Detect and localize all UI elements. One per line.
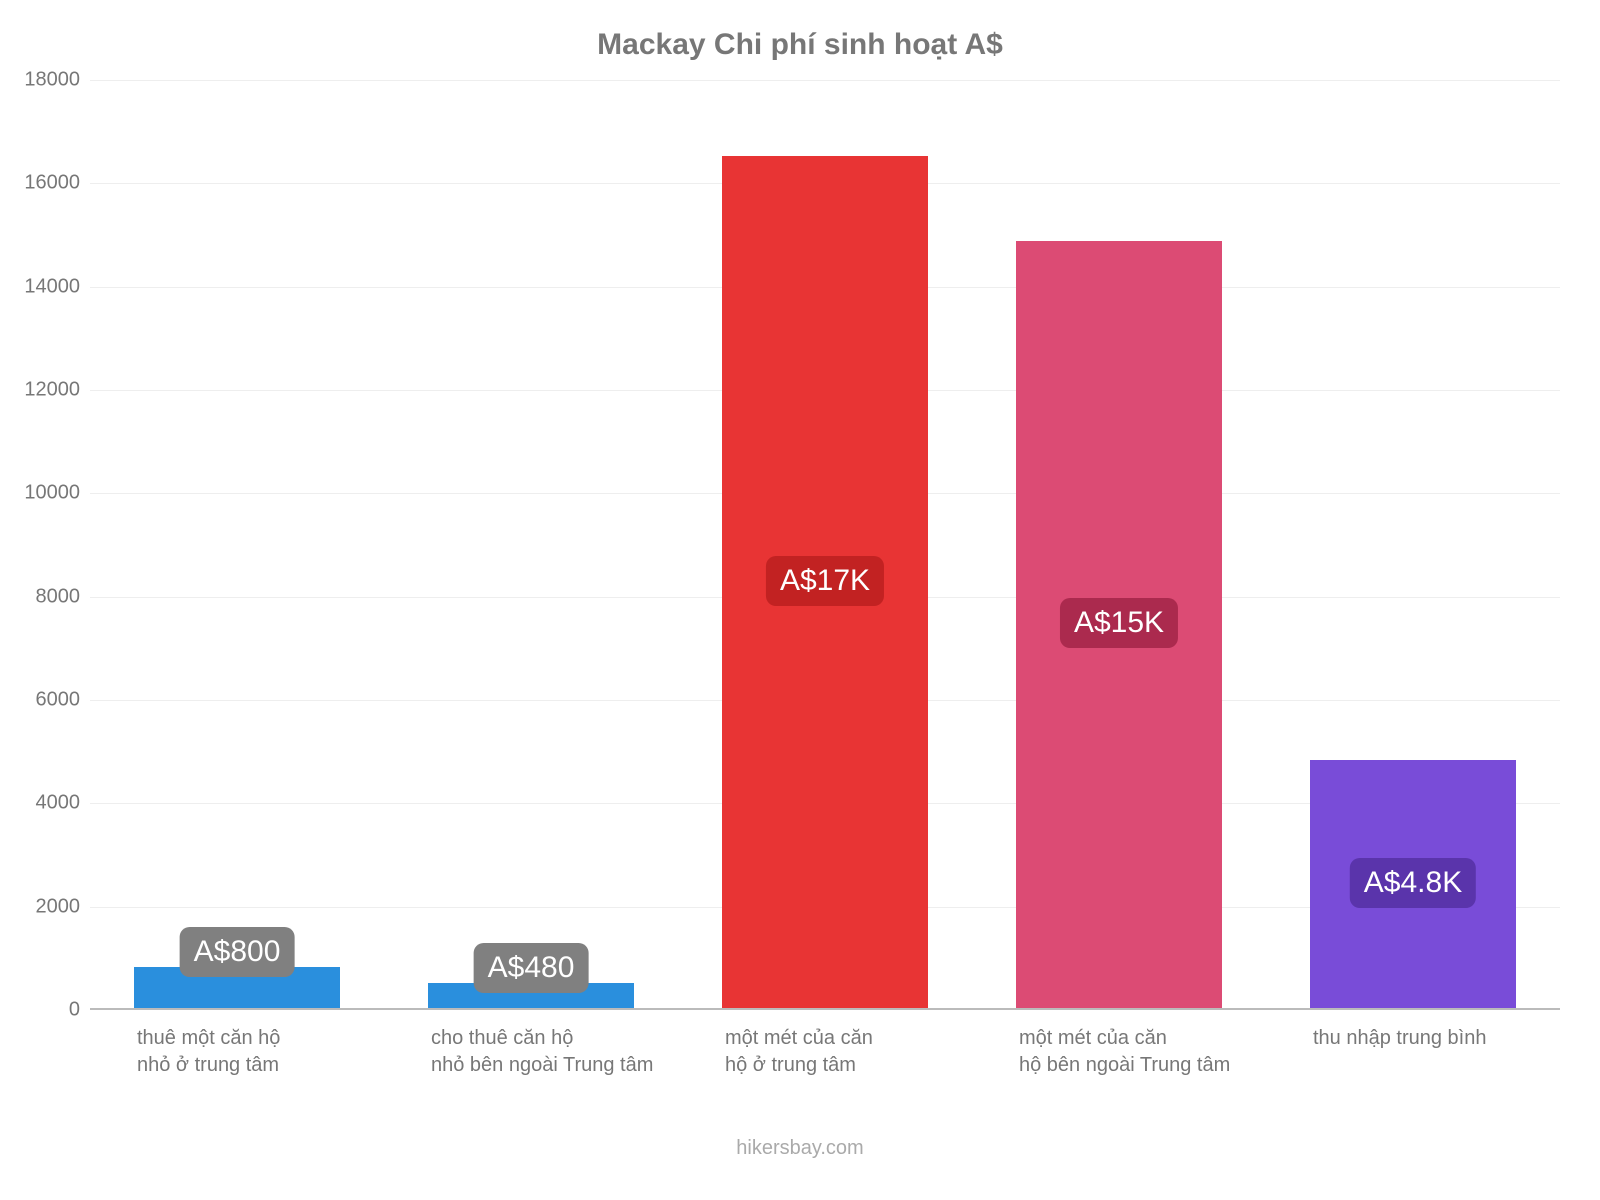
gridline (90, 80, 1560, 81)
y-tick-label: 10000 (10, 482, 80, 505)
chart-title: Mackay Chi phí sinh hoạt A$ (0, 28, 1600, 62)
y-tick-label: 0 (10, 999, 80, 1022)
y-tick-label: 6000 (10, 689, 80, 712)
bar-value-label: A$17K (766, 556, 884, 606)
x-tick-label: thuê một căn hộnhỏ ở trung tâm (137, 1025, 397, 1079)
x-tick-label: thu nhập trung bình (1313, 1025, 1573, 1052)
footer-attribution: hikersbay.com (0, 1137, 1600, 1160)
y-tick-label: 8000 (10, 585, 80, 608)
x-tick-label: một mét của cănhộ ở trung tâm (725, 1025, 985, 1079)
y-tick-label: 2000 (10, 895, 80, 918)
y-tick-label: 4000 (10, 792, 80, 815)
y-tick-label: 16000 (10, 172, 80, 195)
chart-container: Mackay Chi phí sinh hoạt A$ A$800A$480A$… (0, 0, 1600, 1200)
y-tick-label: 18000 (10, 69, 80, 92)
bar-value-label: A$480 (474, 943, 589, 993)
bar-value-label: A$15K (1060, 598, 1178, 648)
bar-value-label: A$800 (180, 927, 295, 977)
y-tick-label: 12000 (10, 379, 80, 402)
x-tick-label: một mét của cănhộ bên ngoài Trung tâm (1019, 1025, 1279, 1079)
plot-area: A$800 A$480 A$17K A$15K A$4.8K (90, 80, 1560, 1010)
y-tick-label: 14000 (10, 275, 80, 298)
x-tick-label: cho thuê căn hộnhỏ bên ngoài Trung tâm (431, 1025, 691, 1079)
bar-value-label: A$4.8K (1350, 858, 1476, 908)
